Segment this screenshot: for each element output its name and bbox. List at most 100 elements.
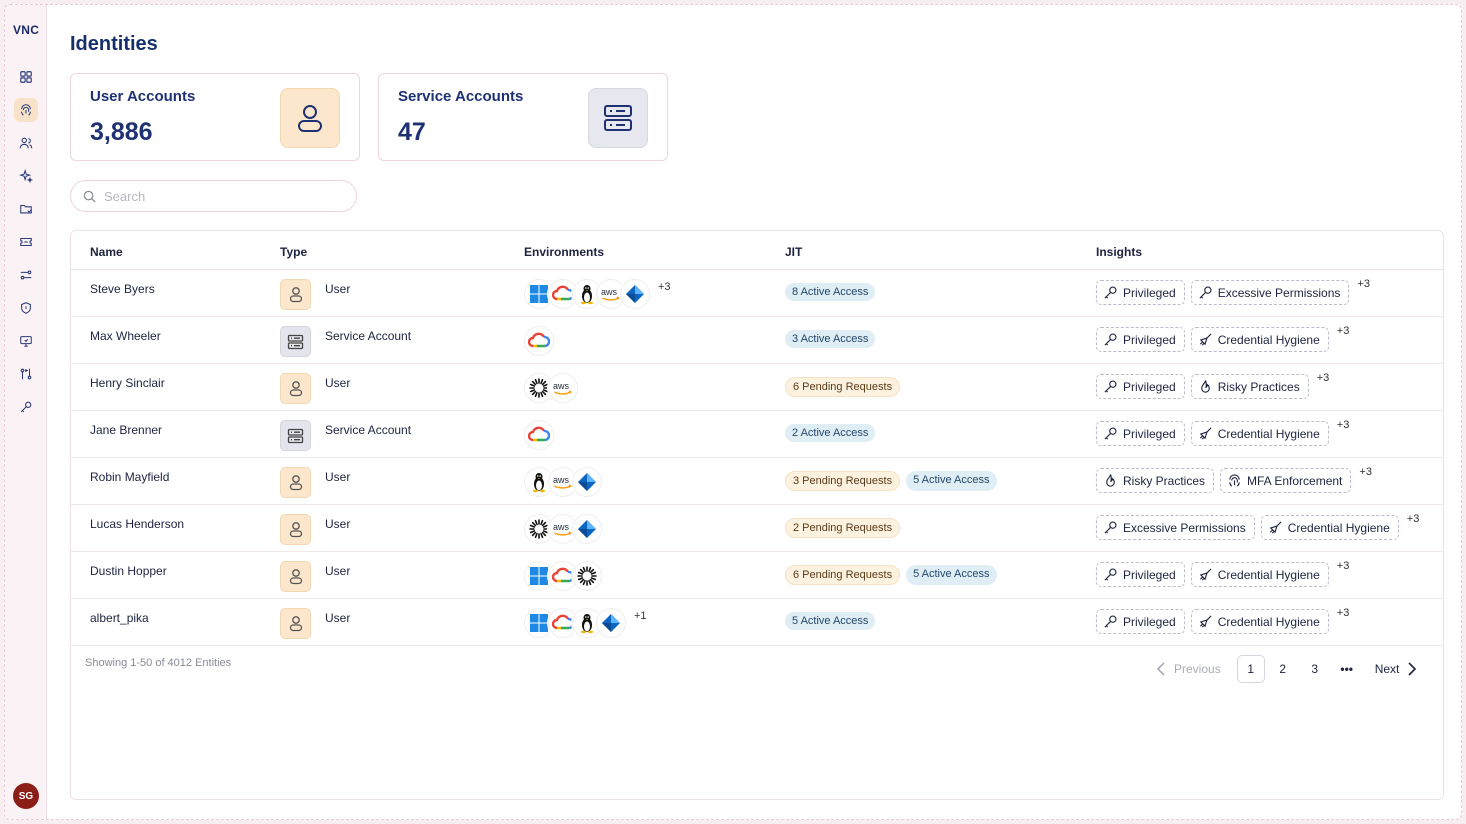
identity-name[interactable]: albert_pika [90, 611, 149, 625]
insights-more-count[interactable]: +3 [1336, 419, 1350, 431]
nav-security[interactable] [14, 296, 38, 320]
sidebar: VNC SG [5, 5, 47, 819]
nav-dashboard[interactable] [14, 65, 38, 89]
key-icon [1103, 426, 1118, 441]
insight-chip[interactable]: Credential Hygiene [1190, 327, 1329, 352]
header-name[interactable]: Name [90, 245, 123, 259]
search-box[interactable] [70, 180, 357, 212]
nav-users[interactable] [14, 131, 38, 155]
insights-more-count[interactable]: +3 [1336, 607, 1350, 619]
header-type[interactable]: Type [280, 245, 308, 259]
next-button[interactable]: Next [1375, 661, 1418, 677]
insights-more-count[interactable]: +3 [1336, 325, 1350, 337]
insight-chip[interactable]: Excessive Permissions [1096, 515, 1255, 540]
previous-button[interactable]: Previous [1156, 661, 1221, 677]
nav-keys[interactable] [14, 395, 38, 419]
header-jit[interactable]: JIT [785, 245, 803, 259]
jit-pending-pill[interactable]: 6 Pending Requests [785, 565, 901, 585]
table-row[interactable]: Max Wheeler Service Account 3 Active Acc… [71, 317, 1443, 364]
identity-name[interactable]: Max Wheeler [90, 329, 161, 343]
insight-chip[interactable]: Privileged [1096, 421, 1185, 446]
service-accounts-label: Service Accounts [398, 88, 524, 105]
nav-ai[interactable] [14, 164, 38, 188]
jit-active-pill[interactable]: 8 Active Access [785, 283, 876, 301]
table-row[interactable]: Dustin Hopper User 6 Pending Requests 5 A… [71, 552, 1443, 599]
nav-monitor[interactable] [14, 329, 38, 353]
insight-chip[interactable]: Credential Hygiene [1190, 421, 1329, 446]
jit-active-pill[interactable]: 2 Active Access [785, 424, 876, 442]
page-2-button[interactable]: 2 [1279, 662, 1287, 676]
insight-chip[interactable]: Credential Hygiene [1190, 609, 1329, 634]
identity-type: User [325, 564, 351, 578]
identity-type: User [325, 376, 351, 390]
environments: aws [524, 372, 578, 404]
page-1-button[interactable]: 1 [1236, 655, 1265, 683]
table-row[interactable]: albert_pika User +1 5 Active Access Priv… [71, 599, 1443, 646]
server-icon [588, 88, 648, 148]
jit-active-pill[interactable]: 5 Active Access [906, 471, 997, 491]
jit-active-pill[interactable]: 5 Active Access [785, 612, 876, 630]
insight-chip[interactable]: MFA Enforcement [1220, 468, 1352, 493]
jit-active-pill[interactable]: 5 Active Access [906, 565, 997, 585]
identity-type: Service Account [325, 423, 412, 437]
insight-chip[interactable]: Privileged [1096, 374, 1185, 399]
identity-name[interactable]: Dustin Hopper [90, 564, 167, 578]
nav-compare[interactable] [14, 362, 38, 386]
insight-chip[interactable]: Privileged [1096, 327, 1185, 352]
table-row[interactable]: Steve Byers User aws +3 8 Active Access P… [71, 270, 1443, 317]
table-row[interactable]: Robin Mayfield User aws 3 Pending Reques… [71, 458, 1443, 505]
insights-more-count[interactable]: +3 [1359, 466, 1372, 478]
insights-cell: Privileged Excessive Permissions +3 [1096, 278, 1370, 305]
environments: +1 [524, 607, 647, 639]
insight-label: Privileged [1123, 426, 1176, 441]
service-accounts-card[interactable]: Service Accounts 47 [378, 73, 668, 161]
insight-chip[interactable]: Credential Hygiene [1260, 515, 1399, 540]
insight-label: Privileged [1123, 285, 1176, 300]
user-accounts-card[interactable]: User Accounts 3,886 [70, 73, 360, 161]
jit-pending-pill[interactable]: 3 Pending Requests [785, 471, 901, 491]
table-row[interactable]: Henry Sinclair User aws 6 Pending Reques… [71, 364, 1443, 411]
page-3-button[interactable]: 3 [1311, 662, 1319, 676]
identity-name[interactable]: Lucas Henderson [90, 517, 185, 531]
nav-tickets[interactable] [14, 230, 38, 254]
user-icon [280, 279, 311, 310]
insight-chip[interactable]: Risky Practices [1096, 468, 1215, 493]
gcp-logo-icon [524, 420, 554, 450]
table-row[interactable]: Lucas Henderson User aws 2 Pending Reque… [71, 505, 1443, 552]
env-more-count[interactable]: +3 [658, 281, 671, 293]
nav-identities[interactable] [14, 98, 38, 122]
insight-chip[interactable]: Privileged [1096, 562, 1185, 587]
user-avatar[interactable]: SG [13, 783, 39, 809]
insight-chip[interactable]: Excessive Permissions [1190, 280, 1350, 305]
insights-more-count[interactable]: +3 [1406, 513, 1420, 525]
insight-label: Privileged [1123, 332, 1176, 347]
user-icon [280, 467, 311, 498]
insight-chip[interactable]: Risky Practices [1190, 374, 1309, 399]
insight-chip[interactable]: Privileged [1096, 609, 1185, 634]
showing-count: Showing 1-50 of 4012 Entities [85, 657, 232, 669]
header-insights[interactable]: Insights [1096, 245, 1143, 259]
insight-chip[interactable]: Credential Hygiene [1190, 562, 1329, 587]
insights-more-count[interactable]: +3 [1357, 278, 1370, 290]
brand-logo: VNC [13, 23, 40, 37]
openai-logo-icon [572, 561, 602, 591]
jit-pending-pill[interactable]: 6 Pending Requests [785, 377, 901, 397]
azure-logo-icon [620, 279, 650, 309]
identity-name[interactable]: Jane Brenner [90, 423, 163, 437]
jit-active-pill[interactable]: 3 Active Access [785, 330, 876, 348]
nav-folders[interactable] [14, 197, 38, 221]
pagination-ellipsis[interactable]: ••• [1340, 662, 1353, 676]
table-row[interactable]: Jane Brenner Service Account 2 Active Ac… [71, 411, 1443, 458]
identity-name[interactable]: Steve Byers [90, 282, 155, 296]
insights-more-count[interactable]: +3 [1336, 560, 1350, 572]
insight-chip[interactable]: Privileged [1096, 280, 1185, 305]
header-environments[interactable]: Environments [524, 245, 605, 259]
env-more-count[interactable]: +1 [634, 610, 647, 622]
identity-name[interactable]: Robin Mayfield [90, 470, 170, 484]
insights-more-count[interactable]: +3 [1316, 372, 1330, 384]
jit-pending-pill[interactable]: 2 Pending Requests [785, 518, 901, 538]
nav-settings[interactable] [14, 263, 38, 287]
page-title: Identities [70, 33, 158, 55]
search-input[interactable] [104, 188, 334, 204]
identity-name[interactable]: Henry Sinclair [90, 376, 165, 390]
